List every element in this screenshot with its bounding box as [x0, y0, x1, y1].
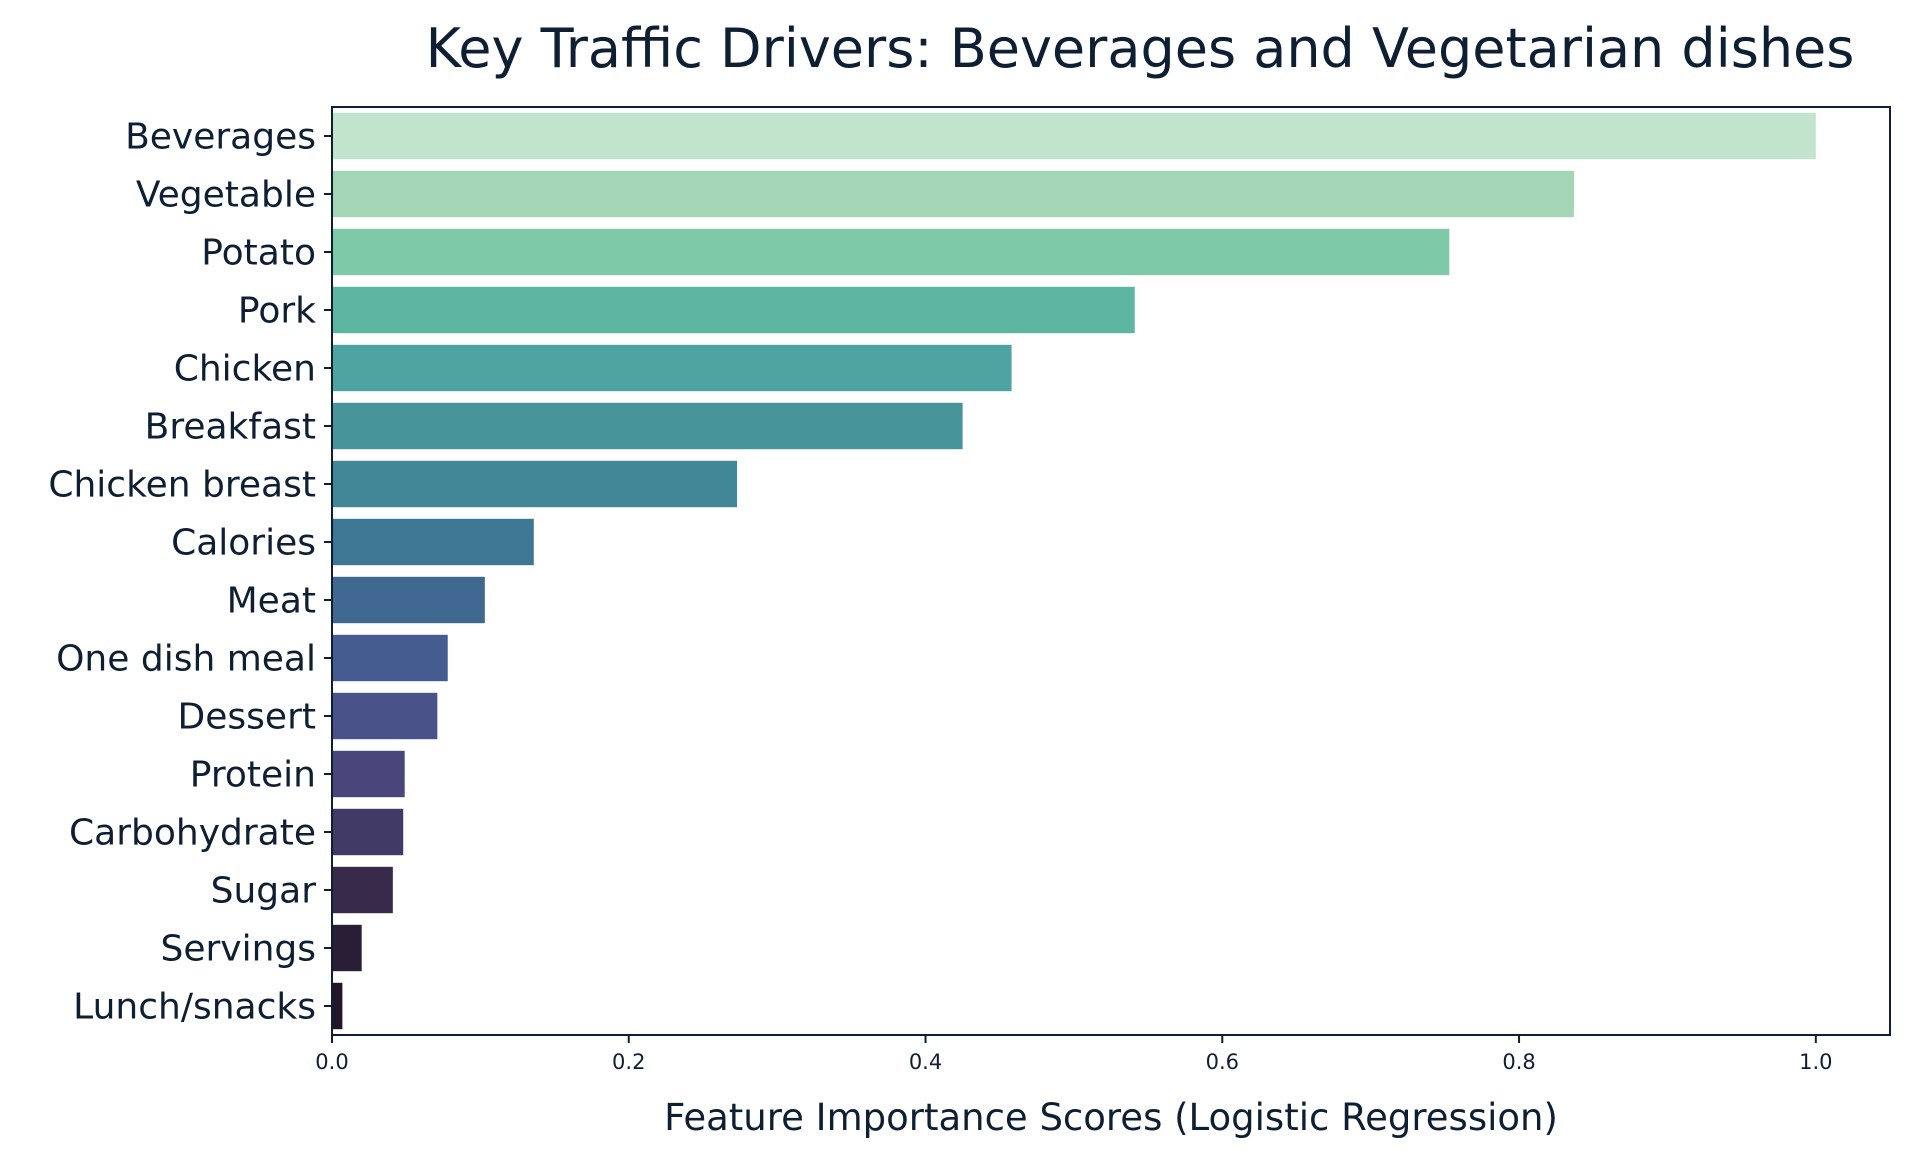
x-tick-label-0: 0.0 [315, 1050, 348, 1074]
x-tick-labels: 0.0 0.2 0.4 0.6 0.8 1.0 [315, 1050, 1832, 1074]
category-label-vegetable: Vegetable [136, 175, 316, 216]
bar-calories [332, 518, 534, 566]
bars-group [332, 112, 1816, 1030]
category-label-carbohydrate: Carbohydrate [69, 813, 316, 854]
category-label-lunch-snacks: Lunch/snacks [73, 987, 316, 1028]
bar-servings [332, 924, 362, 972]
category-label-beverages: Beverages [125, 117, 316, 158]
bar-breakfast [332, 402, 963, 450]
bar-dessert [332, 692, 438, 740]
x-tick-label-2: 0.4 [909, 1050, 942, 1074]
category-label-breakfast: Breakfast [145, 407, 316, 448]
x-tick-label-1: 0.2 [612, 1050, 645, 1074]
x-tick-label-5: 1.0 [1799, 1050, 1832, 1074]
bar-beverages [332, 112, 1816, 160]
bar-potato [332, 228, 1450, 276]
category-label-calories: Calories [171, 523, 316, 564]
category-label-meat: Meat [227, 581, 316, 622]
category-label-chicken-breast: Chicken breast [48, 465, 316, 506]
category-label-protein: Protein [190, 755, 316, 796]
bar-one-dish-meal [332, 634, 448, 682]
bar-meat [332, 576, 485, 624]
bar-carbohydrate [332, 808, 404, 856]
category-labels: Beverages Vegetable Potato Pork Chicken Break… [48, 117, 316, 1028]
bar-lunch-snacks [332, 982, 343, 1030]
x-tick-label-3: 0.6 [1206, 1050, 1239, 1074]
category-label-pork: Pork [238, 291, 316, 332]
category-label-sugar: Sugar [211, 871, 317, 912]
category-label-chicken: Chicken [174, 349, 316, 390]
category-label-potato: Potato [201, 233, 316, 274]
category-label-dessert: Dessert [178, 697, 316, 738]
bar-sugar [332, 866, 393, 914]
chart-title: Key Traffic Drivers: Beverages and Veget… [426, 17, 1855, 80]
bar-chicken [332, 344, 1012, 392]
category-label-servings: Servings [160, 929, 316, 970]
bar-protein [332, 750, 405, 798]
x-tick-marks [331, 1035, 1817, 1043]
y-tick-marks [324, 135, 332, 1007]
bar-pork [332, 286, 1135, 334]
x-tick-label-4: 0.8 [1502, 1050, 1535, 1074]
x-axis-label: Feature Importance Scores (Logistic Regr… [664, 1096, 1558, 1139]
plot-frame [331, 106, 1891, 1036]
bar-chicken-breast [332, 460, 738, 508]
bar-vegetable [332, 170, 1574, 218]
category-label-one-dish-meal: One dish meal [56, 639, 316, 680]
